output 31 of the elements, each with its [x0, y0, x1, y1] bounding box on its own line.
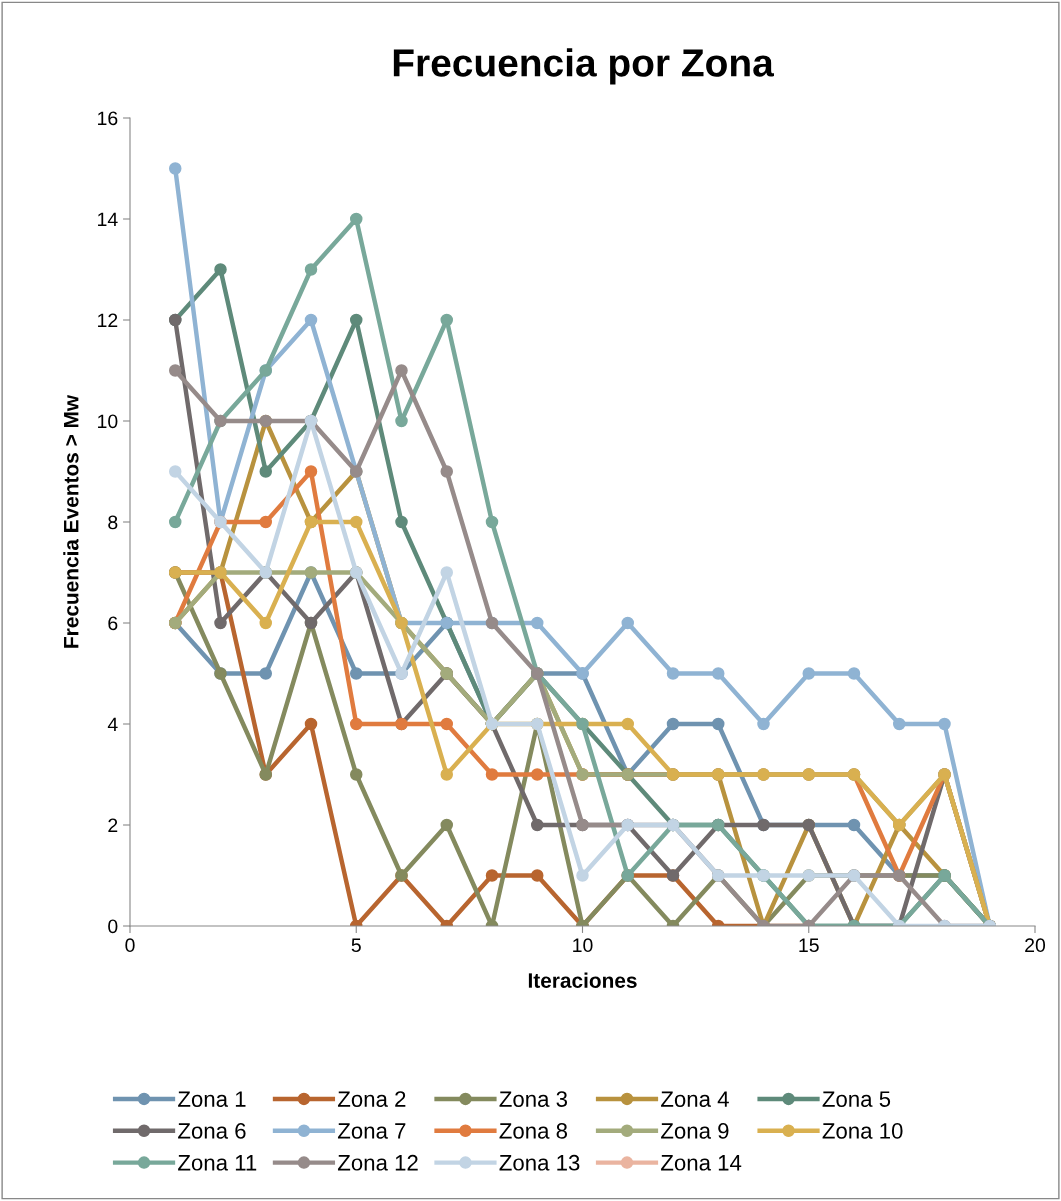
y-axis-title: Frecuencia Eventos > Mw [63, 394, 79, 648]
chart-title: Frecuencia por Zona [393, 48, 775, 85]
x-tick-label: 0 [125, 938, 135, 953]
legend-label: Zona 3 [499, 1091, 568, 1107]
legend-label: Zona 11 [178, 1155, 257, 1171]
y-tick-label: 8 [108, 515, 118, 530]
x-axis-title: Iteraciones [528, 972, 637, 988]
legend-label: Zona 13 [499, 1154, 580, 1171]
legend-label: Zona 6 [178, 1123, 246, 1139]
legend-label: Zona 2 [337, 1091, 406, 1107]
y-tick-label: 4 [107, 717, 118, 732]
legend-label: Zona 1 [178, 1091, 246, 1107]
x-tick-label: 20 [1025, 938, 1046, 953]
y-tick-label: 2 [108, 818, 118, 833]
legend-label: Zona 7 [337, 1123, 406, 1139]
x-tick-label: 15 [799, 938, 819, 953]
legend-label: Zona 9 [661, 1123, 729, 1139]
y-tick-label: 6 [108, 616, 118, 631]
legend-label: Zona 8 [499, 1123, 568, 1139]
legend-label: Zona 12 [337, 1154, 418, 1171]
y-tick-label: 14 [98, 212, 118, 227]
x-tick-label: 5 [351, 938, 361, 953]
y-tick-label: 16 [98, 111, 118, 126]
y-tick-label: 10 [98, 414, 118, 429]
legend-label: Zona 5 [822, 1091, 891, 1107]
y-tick-label: 12 [98, 313, 118, 328]
legend-label: Zona 10 [822, 1123, 903, 1139]
x-tick-label: 10 [573, 938, 593, 953]
legend-label: Zona 4 [661, 1091, 729, 1107]
y-tick-label: 0 [108, 919, 118, 934]
legend-label: Zona 14 [661, 1155, 742, 1171]
